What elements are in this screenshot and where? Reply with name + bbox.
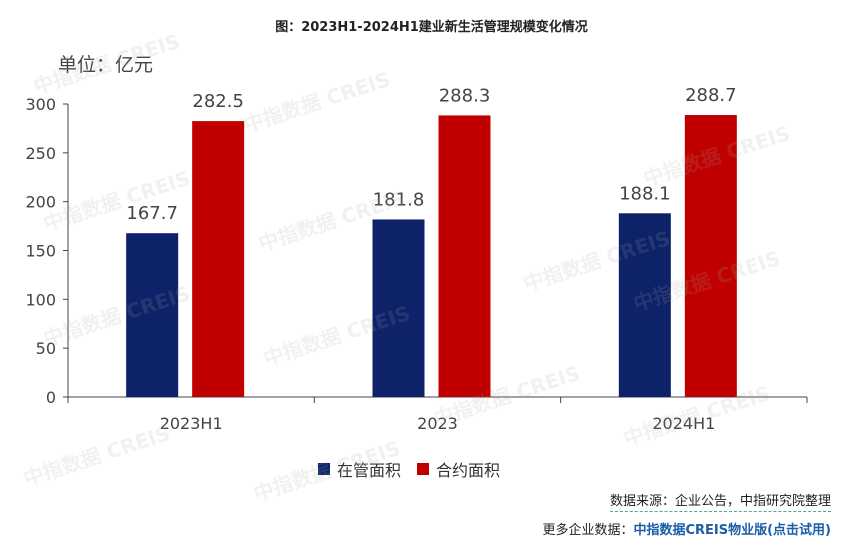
legend-label-managed: 在管面积	[337, 461, 402, 480]
bar-contracted	[438, 115, 491, 397]
y-tick-label: 0	[46, 388, 56, 407]
creis-trial-link[interactable]: 中指数据CREIS物业版(点击试用)	[633, 523, 831, 538]
y-tick-label: 150	[25, 242, 56, 261]
legend-swatch-contracted	[417, 463, 430, 475]
bar-contracted	[192, 121, 245, 397]
y-tick-label: 100	[25, 290, 56, 309]
y-tick-label: 300	[25, 95, 56, 114]
x-tick-label: 2023	[417, 414, 458, 433]
bar-managed	[126, 233, 179, 397]
x-tick-label: 2024H1	[652, 414, 715, 433]
bar-managed	[372, 219, 425, 397]
more-data-prefix: 更多企业数据：	[542, 523, 634, 538]
data-label: 288.7	[685, 85, 737, 106]
chart-title: 图：2023H1-2024H1建业新生活管理规模变化情况	[275, 20, 588, 35]
y-tick-label: 250	[25, 144, 56, 163]
legend: 在管面积 合约面积	[318, 457, 516, 481]
bar-contracted	[684, 115, 737, 398]
data-label: 167.7	[126, 203, 178, 224]
y-tick-label: 50	[36, 339, 56, 358]
x-tick-label: 2023H1	[160, 414, 223, 433]
legend-item-contracted: 合约面积	[417, 457, 500, 481]
y-tick-label: 200	[25, 193, 56, 212]
legend-label-contracted: 合约面积	[436, 461, 501, 480]
data-label: 188.1	[619, 183, 671, 204]
data-label: 181.8	[373, 189, 425, 210]
data-label: 288.3	[439, 85, 491, 106]
legend-item-managed: 在管面积	[318, 457, 401, 481]
data-source: 数据来源：企业公告，中指研究院整理	[609, 490, 831, 512]
bar-managed	[618, 213, 671, 397]
more-data-line: 更多企业数据：中指数据CREIS物业版(点击试用)	[542, 519, 831, 538]
data-label: 282.5	[192, 91, 244, 112]
legend-swatch-managed	[318, 463, 330, 475]
unit-label: 单位：亿元	[58, 54, 154, 76]
